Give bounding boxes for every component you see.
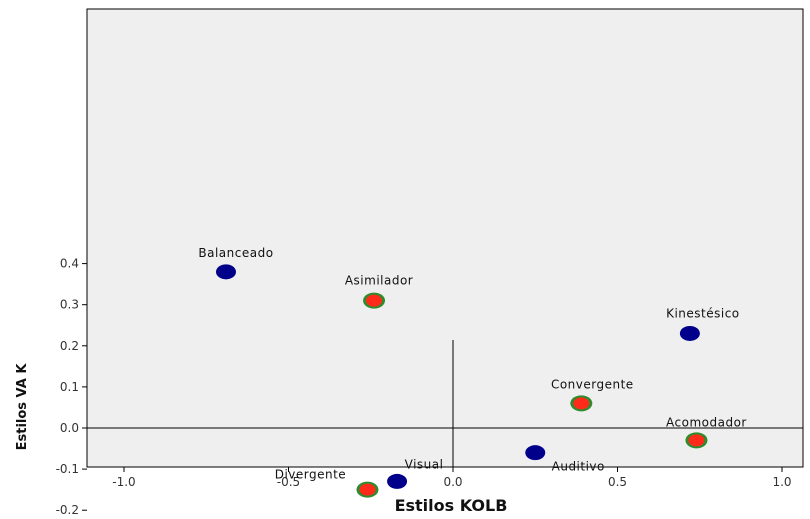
- point-balanceado: [215, 264, 236, 280]
- x-tick-label: -0.5: [277, 475, 300, 489]
- x-tick-label: 0.5: [608, 475, 627, 489]
- x-tick-label: 1.0: [772, 475, 791, 489]
- plot-elements: -1.0 -0.5 0.0 0.5 1.0 -0.2 -0.1 0.0 0.1 0.2 0.3 0.4…: [56, 246, 803, 517]
- point-label-kinestesico: Kinestésico: [666, 306, 740, 320]
- point-label-auditivo: Auditivo: [552, 460, 605, 474]
- plot-area: [86, 8, 804, 468]
- point-auditivo: [525, 445, 546, 461]
- y-tick-label: 0.2: [60, 339, 79, 353]
- y-axis-title: Estilos VA K: [15, 363, 30, 451]
- y-tick-label: 0.1: [60, 380, 79, 394]
- y-tick-label: 0.0: [60, 421, 79, 435]
- point-label-convergente: Convergente: [551, 377, 634, 391]
- point-divergente: [359, 483, 376, 496]
- x-tick-label: 0.0: [443, 475, 462, 489]
- point-label-asimilador: Asimilador: [345, 274, 413, 288]
- y-tick-label: -0.2: [56, 503, 79, 517]
- y-tick-label: -0.1: [56, 462, 79, 476]
- point-label-divergente: Divergente: [275, 468, 346, 482]
- x-axis-title: Estilos KOLB: [395, 496, 508, 515]
- point-label-visual: Visual: [405, 457, 444, 471]
- point-kinestesico: [679, 325, 700, 341]
- point-label-balanceado: Balanceado: [198, 246, 273, 260]
- point-visual: [387, 473, 408, 489]
- y-tick-label: 0.3: [60, 298, 79, 312]
- point-label-acomodador: Acomodador: [666, 415, 747, 429]
- x-tick-label: -1.0: [112, 475, 135, 489]
- point-asimilador: [366, 294, 383, 307]
- point-acomodador: [688, 434, 705, 447]
- point-convergente: [573, 397, 590, 410]
- y-tick-label: 0.4: [60, 257, 79, 271]
